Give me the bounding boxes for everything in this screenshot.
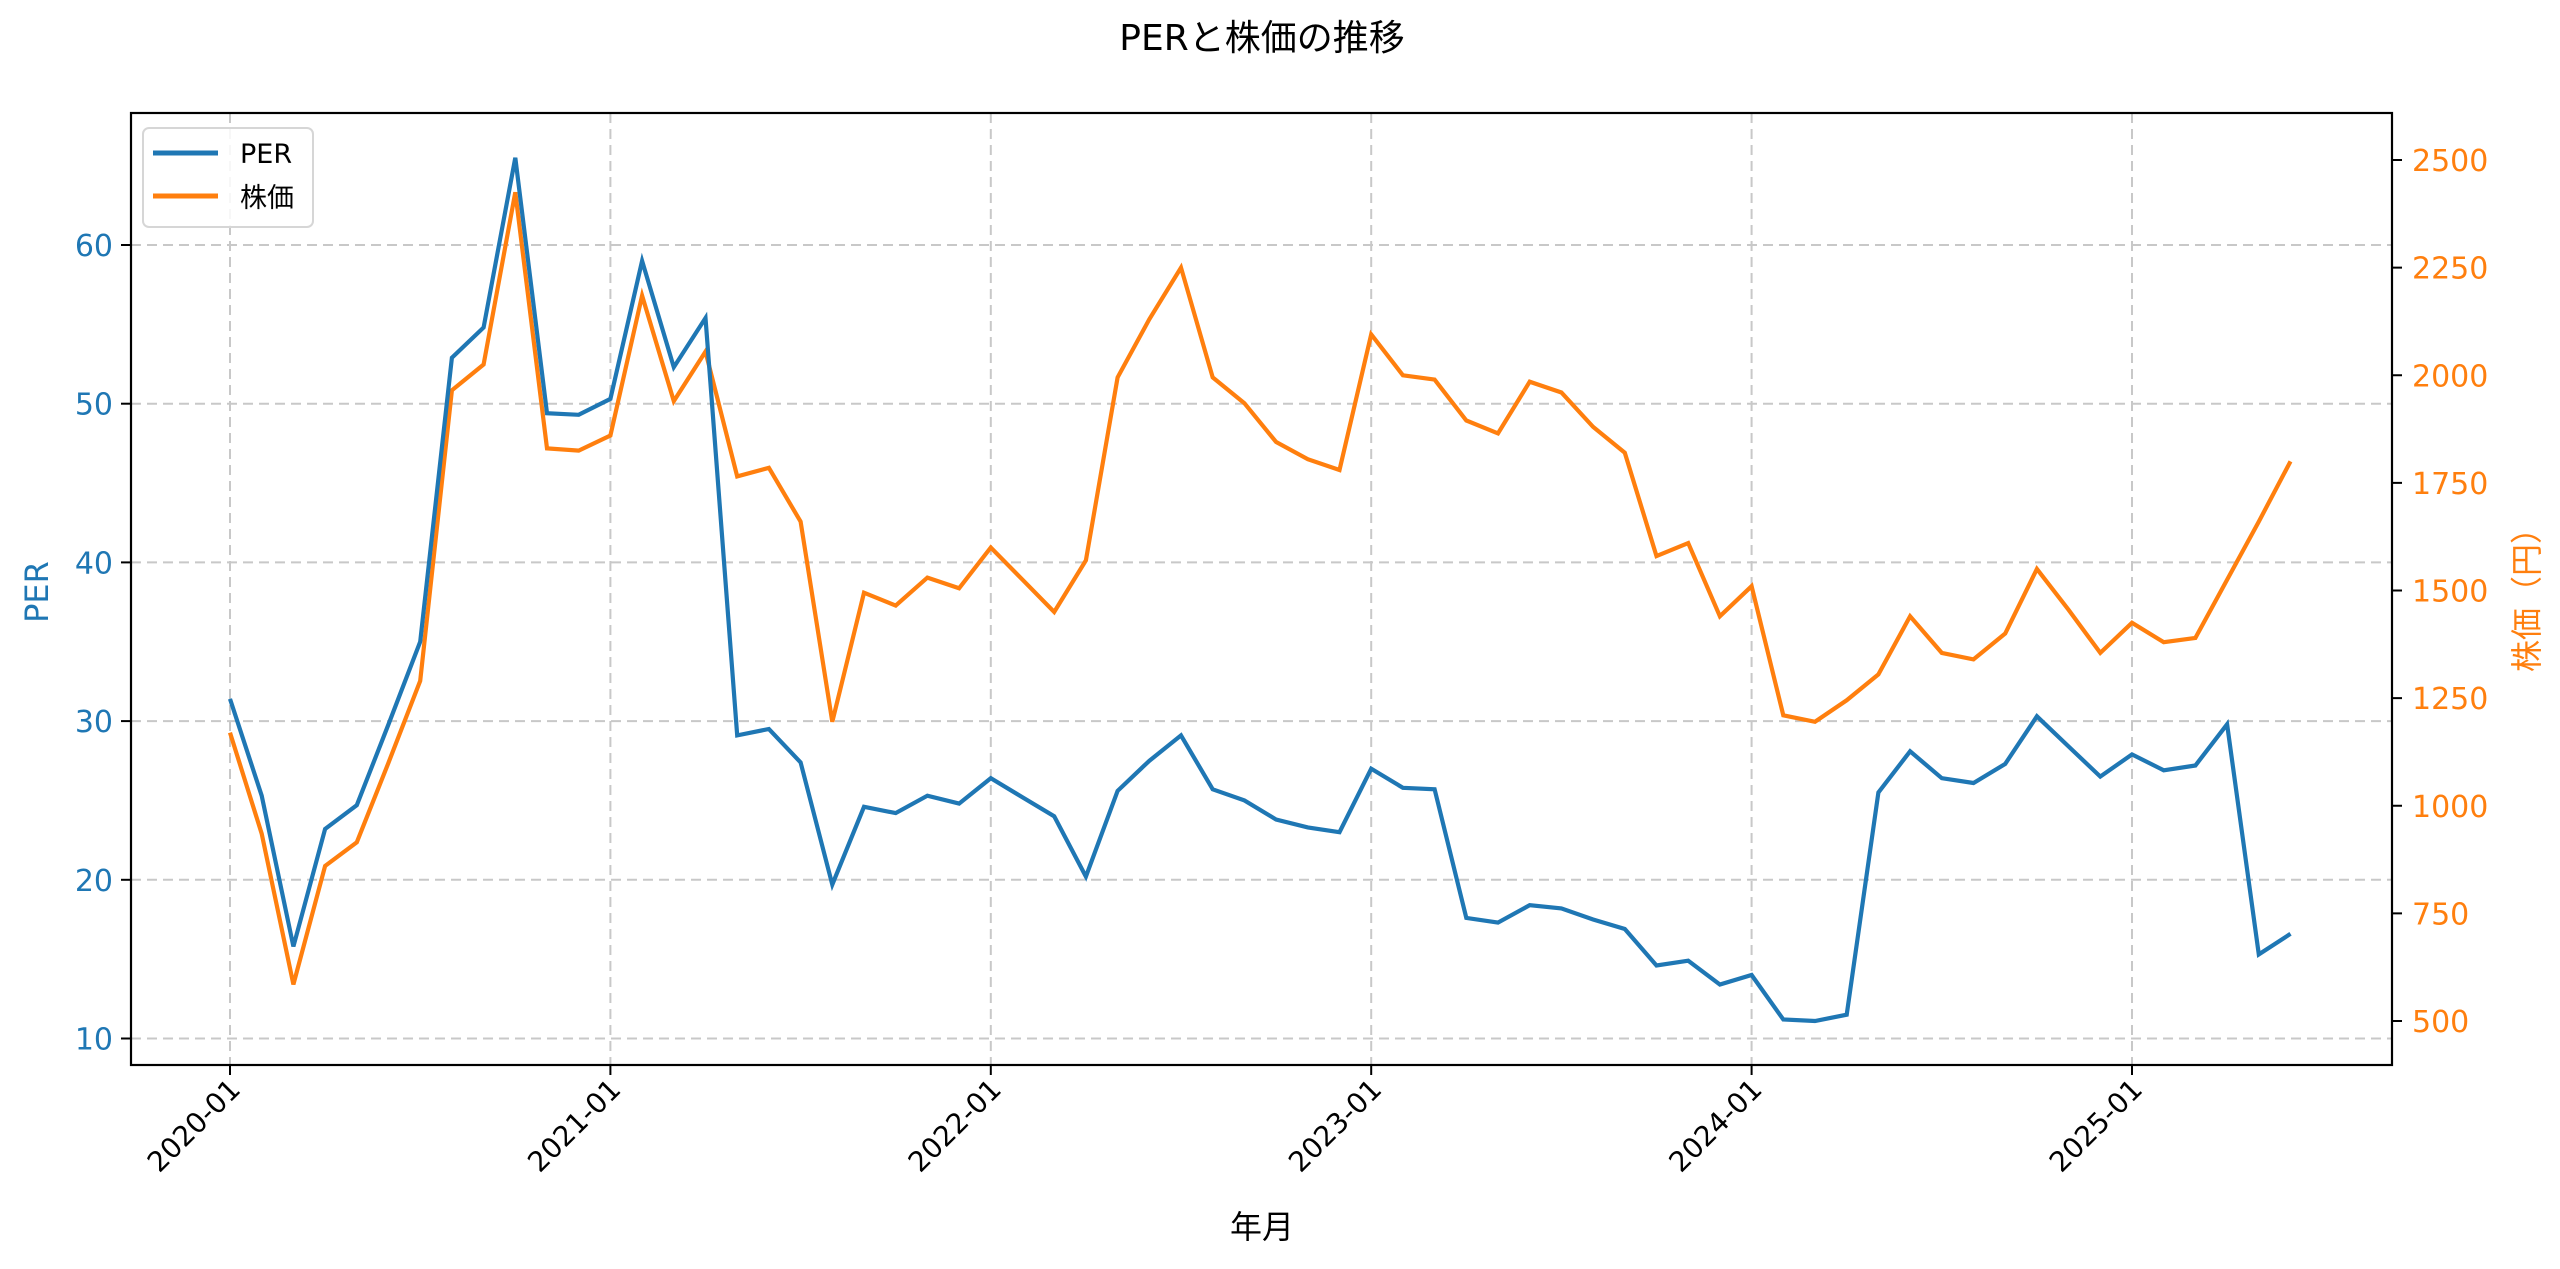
price-line: [227, 191, 2293, 985]
right-tick-label: 1750: [2412, 467, 2488, 502]
x-tick-label: 2020-01: [141, 1073, 247, 1179]
right-tick-label: 1500: [2412, 575, 2488, 610]
left-tick-label: 50: [75, 388, 113, 423]
right-y-axis-label: 株価（円）: [2508, 512, 2546, 672]
left-tick-label: 10: [75, 1023, 113, 1058]
price-series: [227, 191, 2293, 985]
x-axis-label: 年月: [1230, 1208, 1294, 1246]
x-tick-label: 2022-01: [902, 1073, 1008, 1179]
left-tick-label: 20: [75, 864, 113, 899]
left-y-axis: 10 20 30 40 50 60: [75, 229, 131, 1058]
per-line: [228, 157, 2292, 1024]
right-tick-label: 1250: [2412, 682, 2488, 717]
right-tick-label: 750: [2412, 897, 2469, 932]
right-tick-label: 2500: [2412, 144, 2488, 179]
right-y-axis: 500 750 1000 1250 1500 1750 2000 2250 2500: [2392, 144, 2488, 1040]
right-tick-label: 1000: [2412, 790, 2488, 825]
left-tick-label: 30: [75, 705, 113, 740]
x-tick-label: 2021-01: [521, 1073, 627, 1179]
grid-lines: [131, 113, 2392, 1065]
legend: PER 株価: [142, 127, 314, 228]
x-tick-label: 2024-01: [1662, 1073, 1768, 1179]
x-tick-label: 2023-01: [1282, 1073, 1388, 1179]
x-axis: 2020-01 2021-01 2022-01 2023-01 2024-01 2025-…: [141, 1065, 2149, 1179]
chart-title: PERと株価の推移: [1119, 18, 1404, 59]
right-tick-label: 2250: [2412, 252, 2488, 287]
left-tick-label: 40: [75, 546, 113, 581]
right-tick-label: 500: [2412, 1005, 2469, 1040]
plot-frame: [129, 111, 2394, 1067]
legend-price-label: 株価: [240, 183, 294, 214]
legend-per-label: PER: [240, 139, 292, 170]
x-tick-label: 2025-01: [2043, 1073, 2149, 1179]
per-series: [228, 157, 2292, 1024]
right-tick-label: 2000: [2412, 359, 2488, 394]
left-y-axis-label: PER: [18, 561, 56, 623]
left-tick-label: 60: [75, 229, 113, 264]
